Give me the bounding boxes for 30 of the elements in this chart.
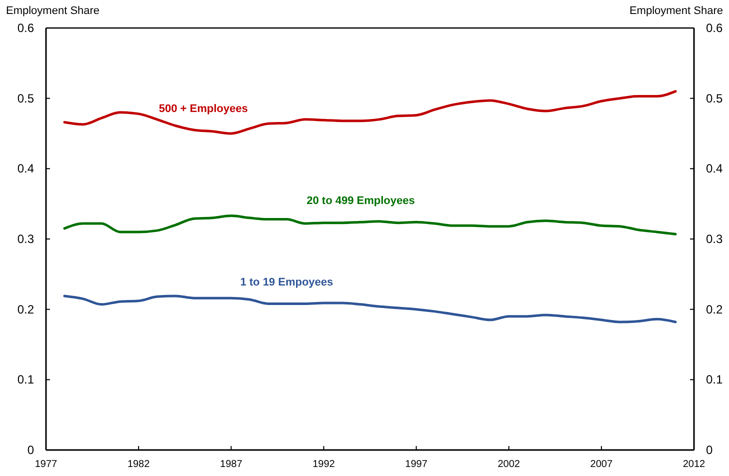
x-tick-label: 1977 [34,459,58,470]
series-label: 20 to 499 Employees [306,195,415,208]
x-tick-label: 2007 [590,459,613,470]
y-tick-label: 0.1 [17,372,34,387]
y2-tick-label: 0.5 [706,91,724,106]
y-axis-title: Employment Share [6,5,100,17]
line-series [63,294,677,324]
y2-axis-title: Employment Share [629,5,723,17]
x-tick-label: 1997 [405,459,428,470]
x-tick-label: 1992 [312,459,336,470]
x-tick-label: 2002 [498,459,520,470]
x-tick-label: 2012 [682,459,706,470]
y-tick-label: 0.6 [17,21,34,35]
y-tick-label: 0 [27,443,34,457]
x-tick-label: 1987 [220,459,243,470]
y2-tick-label: 0.1 [706,372,724,387]
y2-tick-label: 0.6 [706,21,724,35]
y2-tick-label: 0.4 [706,162,724,176]
series-label: 1 to 19 Empoyees [240,276,334,289]
y-tick-label: 0.2 [17,302,34,316]
line-series [63,214,677,236]
x-tick-label: 1982 [127,459,150,470]
y-tick-label: 0.4 [17,162,34,176]
y-tick-label: 0.5 [17,91,34,106]
y2-tick-label: 0.2 [706,302,724,316]
y-tick-label: 0.3 [17,232,34,246]
series-label: 500 + Employees [158,102,248,115]
y2-tick-label: 0.3 [706,232,724,246]
y2-tick-label: 0 [706,443,713,457]
line-series [63,90,677,135]
